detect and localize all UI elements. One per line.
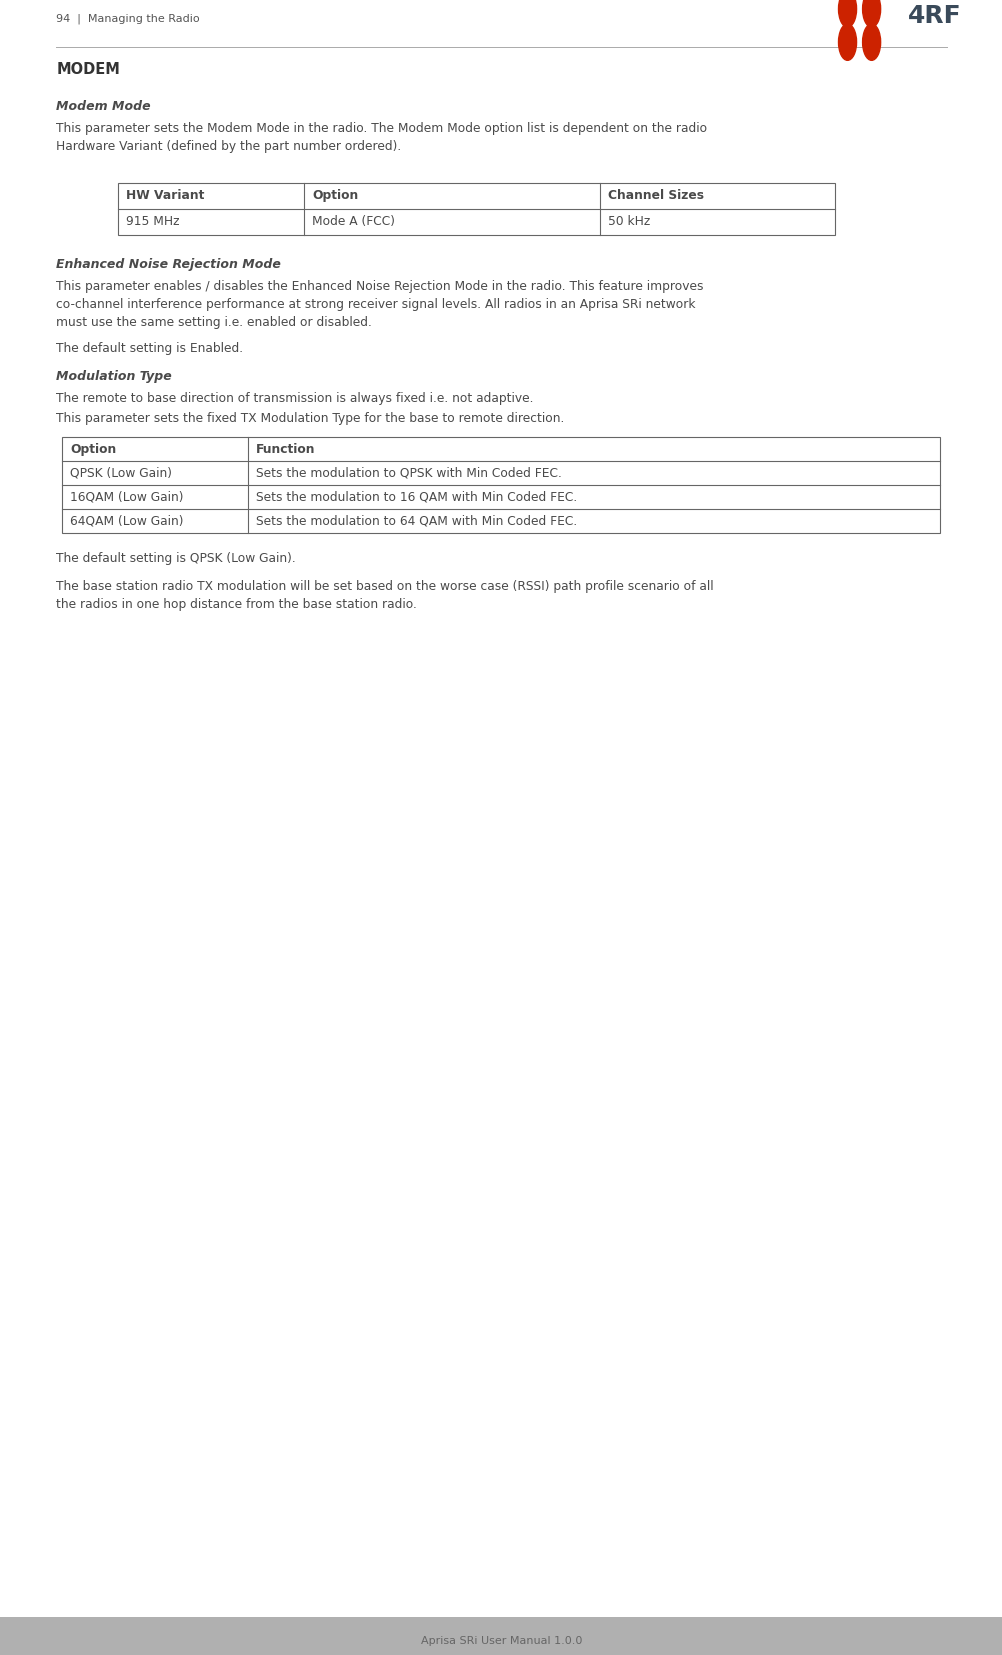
Text: co-channel interference performance at strong receiver signal levels. All radios: co-channel interference performance at s… <box>56 298 695 311</box>
Text: Aprisa SRi User Manual 1.0.0: Aprisa SRi User Manual 1.0.0 <box>421 1635 581 1645</box>
Ellipse shape <box>838 0 856 28</box>
Text: 94  |  Managing the Radio: 94 | Managing the Radio <box>56 13 199 25</box>
Text: HW Variant: HW Variant <box>126 189 204 202</box>
Text: Enhanced Noise Rejection Mode: Enhanced Noise Rejection Mode <box>56 258 281 271</box>
Text: Sets the modulation to 64 QAM with Min Coded FEC.: Sets the modulation to 64 QAM with Min C… <box>256 515 576 528</box>
Text: the radios in one hop distance from the base station radio.: the radios in one hop distance from the … <box>56 597 417 611</box>
Text: Sets the modulation to 16 QAM with Min Coded FEC.: Sets the modulation to 16 QAM with Min C… <box>256 490 576 503</box>
Ellipse shape <box>862 25 880 61</box>
Ellipse shape <box>838 25 856 61</box>
Text: Function: Function <box>256 444 315 455</box>
Text: Sets the modulation to QPSK with Min Coded FEC.: Sets the modulation to QPSK with Min Cod… <box>256 467 561 480</box>
Text: This parameter sets the Modem Mode in the radio. The Modem Mode option list is d: This parameter sets the Modem Mode in th… <box>56 122 706 136</box>
Text: Channel Sizes: Channel Sizes <box>607 189 703 202</box>
Text: Option: Option <box>70 444 116 455</box>
Text: 915 MHz: 915 MHz <box>126 215 179 228</box>
Text: Modulation Type: Modulation Type <box>56 369 171 382</box>
Bar <box>118 184 835 237</box>
Text: Modem Mode: Modem Mode <box>56 99 150 113</box>
Bar <box>0 1617 1002 1655</box>
Ellipse shape <box>862 0 880 28</box>
Text: must use the same setting i.e. enabled or disabled.: must use the same setting i.e. enabled o… <box>56 316 372 329</box>
Text: 16QAM (Low Gain): 16QAM (Low Gain) <box>70 490 183 503</box>
Text: 64QAM (Low Gain): 64QAM (Low Gain) <box>70 515 183 528</box>
Text: Mode A (FCC): Mode A (FCC) <box>312 215 395 228</box>
Text: The base station radio TX modulation will be set based on the worse case (RSSI) : The base station radio TX modulation wil… <box>56 579 713 592</box>
Text: The default setting is QPSK (Low Gain).: The default setting is QPSK (Low Gain). <box>56 551 296 564</box>
Text: The default setting is Enabled.: The default setting is Enabled. <box>56 343 243 354</box>
Text: MODEM: MODEM <box>56 61 120 76</box>
Text: 4RF: 4RF <box>907 3 960 28</box>
Text: 50 kHz: 50 kHz <box>607 215 649 228</box>
Bar <box>62 437 939 533</box>
Text: This parameter enables / disables the Enhanced Noise Rejection Mode in the radio: This parameter enables / disables the En… <box>56 280 703 293</box>
Text: Option: Option <box>312 189 358 202</box>
Text: This parameter sets the fixed TX Modulation Type for the base to remote directio: This parameter sets the fixed TX Modulat… <box>56 412 564 425</box>
Text: The remote to base direction of transmission is always fixed i.e. not adaptive.: The remote to base direction of transmis… <box>56 392 533 405</box>
Text: QPSK (Low Gain): QPSK (Low Gain) <box>70 467 172 480</box>
Text: Hardware Variant (defined by the part number ordered).: Hardware Variant (defined by the part nu… <box>56 141 401 152</box>
